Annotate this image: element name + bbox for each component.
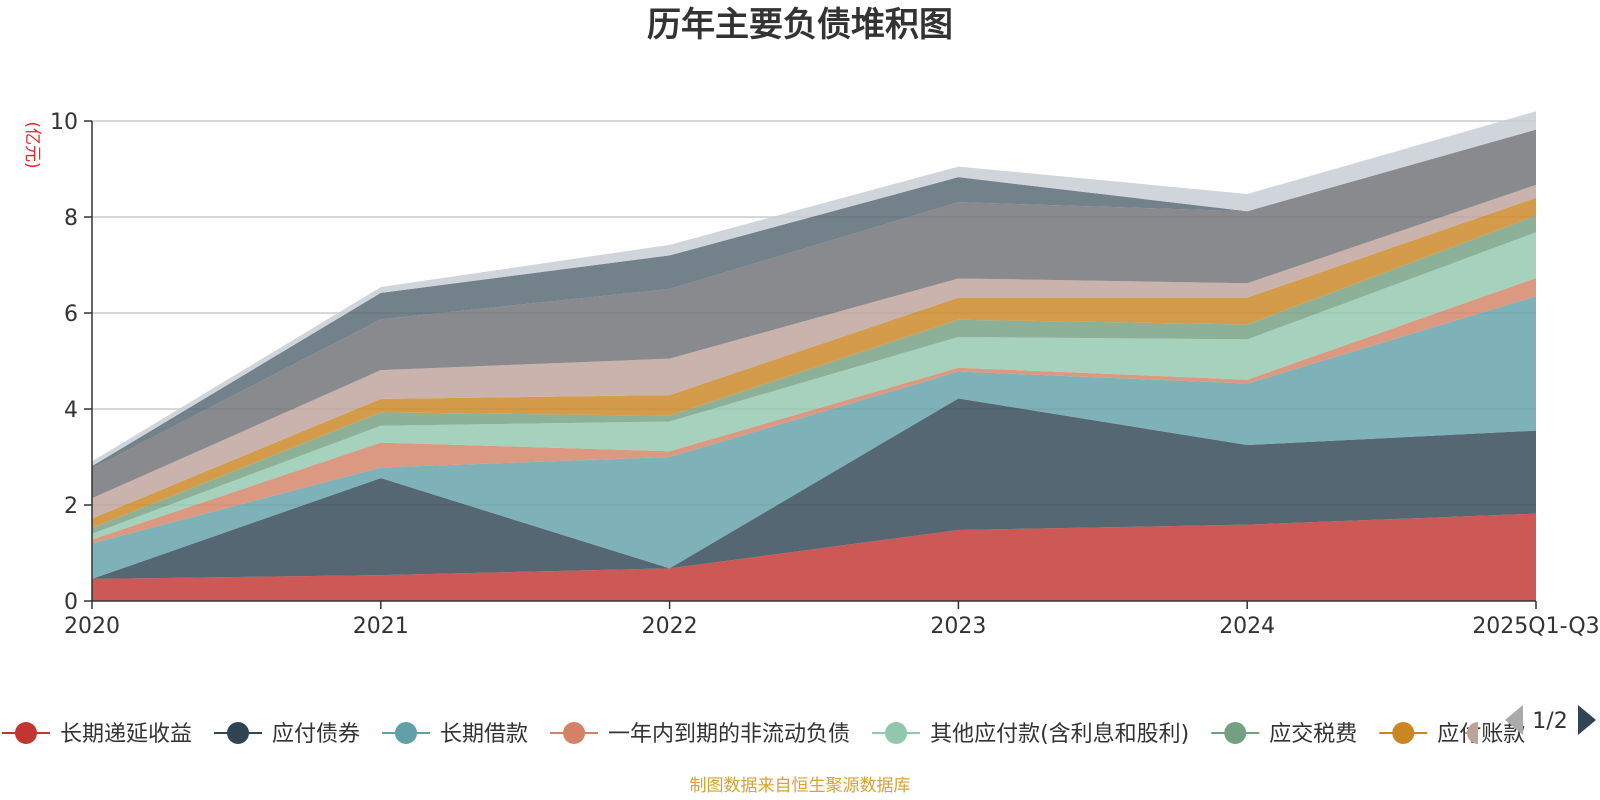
legend-marker (885, 722, 908, 744)
axes: 0 2 4 6 8 10 2020 2021 2022 2023 2024 2025Q1-Q3 (50, 110, 1600, 639)
legend-page-indicator: 1/2 (1532, 709, 1567, 734)
area-10 (92, 111, 1536, 467)
x-tick-label: 2023 (930, 614, 986, 639)
legend: 长期递延收益 应付债券 长期借款 一年内到期的非流动负债 其他应付款(含利息和股利) 应交… (2, 722, 1525, 747)
legend-next-icon[interactable] (1578, 705, 1596, 735)
legend-marker (15, 722, 37, 744)
legend-label: 一年内到期的非流动负债 (608, 722, 850, 747)
area-2 (92, 296, 1536, 579)
legend-item[interactable]: 长期借款 (382, 722, 528, 747)
legend-item[interactable]: 应付债券 (214, 722, 360, 747)
legend-prev-icon[interactable] (1505, 705, 1523, 735)
y-tick-label: 4 (64, 398, 78, 423)
area-6 (92, 197, 1536, 529)
area-3 (92, 277, 1536, 544)
legend-item[interactable]: 其他应付款(含利息和股利) (872, 722, 1189, 747)
area-8 (92, 129, 1536, 499)
y-tick-label: 6 (64, 302, 78, 327)
x-tick-label: 2024 (1219, 614, 1275, 639)
y-tick-label: 8 (64, 206, 78, 231)
x-tick-label: 2022 (642, 614, 698, 639)
area-0 (92, 513, 1536, 601)
y-tick-label: 0 (64, 590, 78, 615)
area-9 (92, 129, 1536, 469)
legend-marker-partial (1467, 722, 1478, 744)
x-tick-label: 2020 (64, 614, 120, 639)
legend-label: 其他应付款(含利息和股利) (930, 722, 1189, 747)
x-tick-label: 2025Q1-Q3 (1472, 614, 1599, 639)
legend-marker (1224, 722, 1247, 744)
y-axis-unit: (亿元) (22, 121, 42, 168)
legend-label: 长期递延收益 (60, 722, 192, 747)
chart-title: 历年主要负债堆积图 (647, 5, 953, 45)
legend-marker (563, 722, 586, 744)
legend-item[interactable]: 应付账款 (1379, 722, 1525, 747)
area-4 (92, 232, 1536, 540)
legend-label: 应交税费 (1269, 722, 1357, 747)
y-tick-label: 2 (64, 494, 78, 519)
area-1 (92, 398, 1536, 579)
legend-label: 应付账款 (1437, 722, 1525, 747)
source-note: 制图数据来自恒生聚源数据库 (690, 776, 911, 796)
y-tick-label: 10 (50, 110, 78, 135)
legend-marker (395, 722, 418, 744)
x-tick-label: 2021 (353, 614, 409, 639)
legend-item[interactable]: 长期递延收益 (2, 722, 192, 747)
legend-marker (227, 722, 250, 744)
area-5 (92, 215, 1536, 534)
legend-item[interactable]: 应交税费 (1211, 722, 1357, 747)
legend-pager: 1/2 (1505, 705, 1596, 735)
area-series (92, 111, 1536, 601)
legend-label: 长期借款 (440, 722, 528, 747)
legend-marker (1392, 722, 1415, 744)
legend-label: 应付债券 (272, 722, 360, 747)
legend-item[interactable]: 一年内到期的非流动负债 (550, 722, 850, 747)
